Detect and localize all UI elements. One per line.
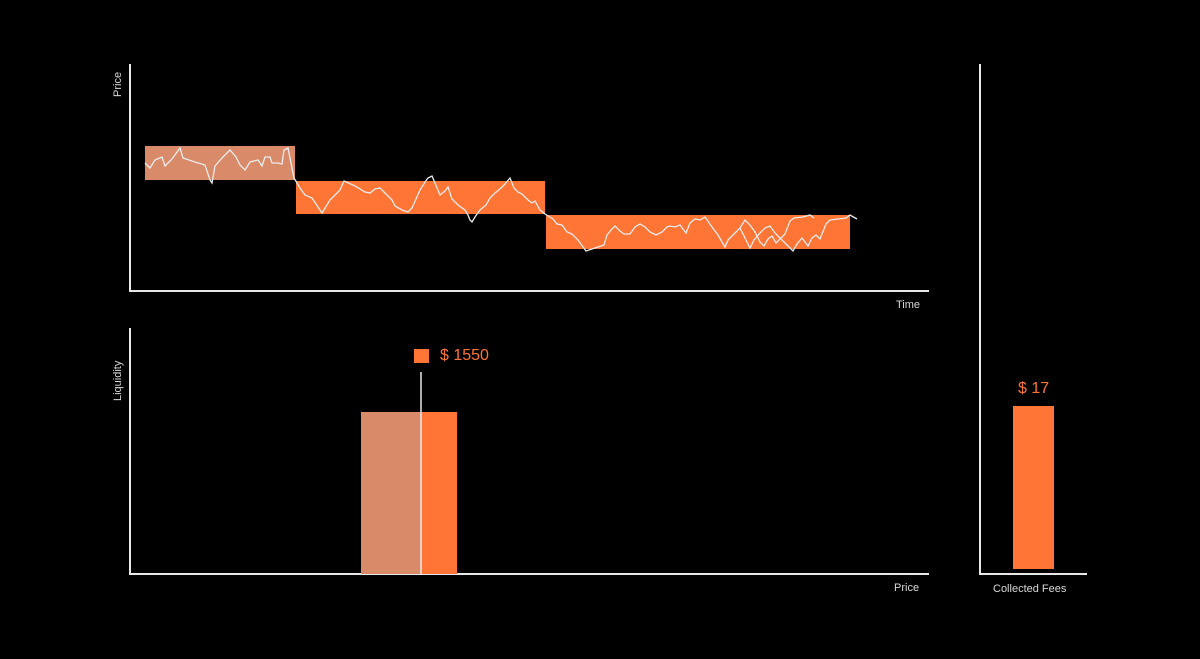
fees-axis-label: Collected Fees	[993, 583, 1067, 595]
liquidity-axis-label: Liquidity	[112, 360, 124, 401]
price-line	[144, 146, 815, 252]
time-axis-label: Time	[896, 299, 921, 311]
fees-bar	[1013, 406, 1054, 569]
current-price-swatch	[414, 349, 429, 363]
current-price-label: $ 1550	[440, 347, 489, 364]
price-x-axis-label: Price	[894, 582, 920, 594]
price-axis-label: Price	[112, 71, 124, 97]
range-1	[145, 146, 295, 180]
liquidity-bar-past	[361, 412, 421, 574]
fees-value-label: $ 17	[1018, 380, 1050, 397]
range-2	[296, 181, 545, 214]
liquidity-bar-active	[421, 412, 457, 574]
range-3	[546, 215, 850, 249]
